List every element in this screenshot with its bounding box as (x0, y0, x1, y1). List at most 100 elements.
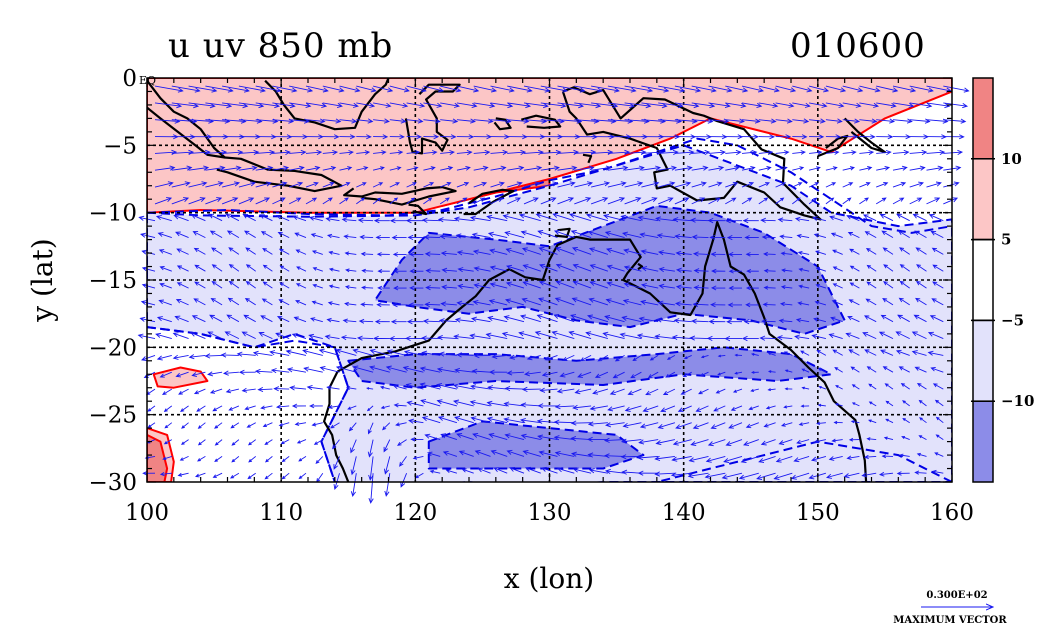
wind-vector-243 (205, 165, 226, 171)
wind-vector-1088 (671, 455, 692, 462)
wind-vector-296 (289, 181, 304, 188)
wind-vector-789 (491, 353, 508, 360)
wind-vector-340 (221, 197, 239, 205)
wind-vector-774 (236, 351, 256, 357)
wind-vector-1093 (758, 455, 776, 463)
wind-vector-0 (154, 85, 184, 93)
wind-vector-469 (761, 234, 776, 240)
wind-vector-697 (553, 314, 575, 323)
wind-vector-89 (842, 102, 862, 108)
wind-vector-1118 (384, 473, 391, 497)
x-tick-label-150: 150 (796, 500, 840, 526)
wind-vector-837 (488, 369, 508, 375)
wind-vector-178 (725, 134, 744, 140)
wind-vector-273 (708, 165, 725, 171)
x-tick-label-160: 160 (930, 500, 974, 526)
wind-vector-678 (243, 314, 256, 323)
wind-vector-354 (456, 197, 468, 205)
wind-vector-908 (884, 383, 894, 390)
wind-vector-875 (326, 385, 340, 391)
wind-vector-895 (662, 388, 676, 395)
wind-vector-130 (725, 118, 745, 124)
wind-vector-190 (926, 134, 947, 140)
wind-vector-964 (214, 422, 223, 429)
wind-vector-400 (405, 218, 424, 224)
wind-vector-23 (540, 85, 569, 93)
wind-vector-611 (728, 285, 742, 291)
wind-vector-817 (159, 371, 172, 378)
wind-vector-424 (812, 216, 827, 222)
wind-vector-682 (310, 317, 323, 323)
wind-vector-743 (518, 331, 541, 340)
wind-vector-393 (292, 215, 307, 222)
wind-vector-891 (592, 388, 609, 395)
wind-vector-280 (825, 166, 838, 171)
wind-vector-982 (503, 417, 525, 424)
wind-vector-650 (571, 297, 592, 306)
wind-vector-429 (896, 213, 910, 222)
wind-vector-939 (589, 405, 608, 411)
wind-vector-857 (834, 367, 843, 373)
wind-vector-1021 (367, 439, 374, 458)
wind-vector-362 (590, 197, 609, 205)
wind-vector-95 (943, 102, 969, 109)
wind-vector-245 (238, 165, 258, 171)
wind-vector-1090 (705, 455, 726, 463)
wind-vector-398 (373, 218, 390, 224)
wind-vector-1100 (881, 454, 894, 459)
y-tick-label-30: −30 (88, 470, 137, 496)
wind-vector-14 (389, 85, 410, 93)
wind-vector-511 (657, 250, 675, 256)
contour-region-strong_neg-7 (347, 346, 833, 389)
wind-vector-1112 (281, 472, 290, 480)
wind-vector-746 (568, 330, 592, 340)
wind-vector-724 (207, 331, 223, 340)
wind-vector-63 (406, 102, 426, 108)
wind-vector-736 (405, 335, 424, 342)
wind-vector-1024 (410, 437, 424, 442)
wind-vector-958 (918, 399, 927, 407)
wind-vector-70 (523, 102, 549, 109)
wind-vector-1109 (230, 472, 240, 479)
wind-vector-912 (147, 405, 156, 412)
wind-vector-1020 (350, 439, 357, 454)
wind-vector-879 (392, 384, 407, 390)
wind-vector-381 (909, 197, 923, 205)
wind-vector-1057 (162, 455, 172, 461)
wind-vector-556 (606, 264, 625, 272)
wind-vector-767 (927, 331, 944, 340)
wind-vector-1047 (796, 439, 810, 445)
wind-vector-970 (311, 422, 323, 427)
wind-vector-268 (624, 165, 645, 171)
wind-vector-44 (892, 85, 917, 93)
wind-vector-740 (469, 333, 491, 340)
wind-vector-671 (931, 298, 944, 306)
wind-vector-18 (456, 85, 480, 93)
wind-vector-978 (437, 416, 458, 424)
wind-vector-404 (469, 215, 491, 222)
wind-vector-961 (164, 422, 173, 429)
wind-vector-16 (423, 85, 445, 93)
wind-vector-1006 (919, 417, 927, 424)
wind-vector-219 (607, 149, 631, 155)
wind-vector-620 (883, 281, 894, 289)
wind-vector-709 (761, 318, 776, 324)
wind-vector-735 (389, 335, 407, 342)
wind-vector-435 (192, 231, 206, 239)
x-tick-label-110: 110 (259, 500, 303, 526)
wind-vector-652 (605, 298, 625, 306)
wind-vector-763 (862, 332, 877, 340)
wind-vector-549 (489, 265, 508, 272)
y-tick-label-15: −15 (88, 268, 137, 294)
wind-vector-303 (406, 182, 417, 188)
wind-vector-1050 (848, 437, 860, 442)
wind-vector-696 (536, 314, 558, 323)
wind-vector-889 (556, 388, 575, 394)
wind-vector-202 (322, 149, 339, 156)
wind-vector-1099 (863, 454, 877, 460)
wind-vector-1046 (778, 439, 793, 445)
wind-vector-468 (744, 235, 759, 240)
wind-vector-201 (305, 149, 323, 156)
wind-vector-1066 (315, 456, 324, 465)
wind-vector-1141 (756, 472, 776, 480)
